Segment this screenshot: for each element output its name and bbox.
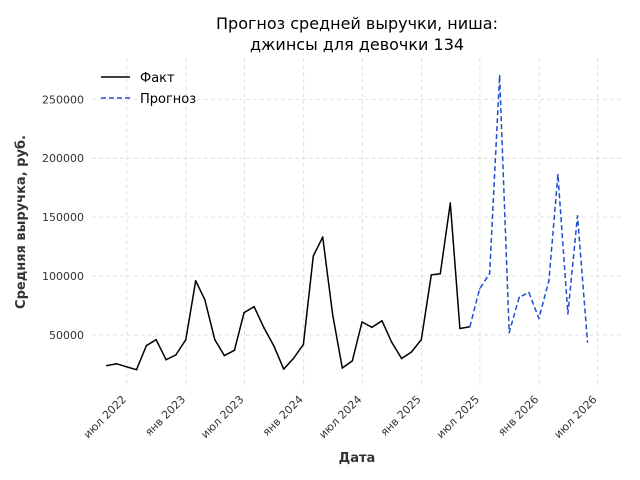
data-point bbox=[165, 358, 167, 361]
legend-forecast-label: Прогноз bbox=[140, 92, 196, 107]
y-tick-label: 200000 bbox=[42, 152, 84, 165]
data-point bbox=[263, 327, 265, 329]
data-point bbox=[282, 368, 285, 370]
data-point bbox=[106, 364, 108, 367]
data-point bbox=[508, 331, 511, 334]
data-point bbox=[420, 338, 423, 341]
data-point bbox=[155, 338, 157, 341]
data-point bbox=[518, 296, 520, 299]
x-tick-label: янв 2024 bbox=[260, 393, 306, 439]
data-point bbox=[390, 341, 393, 343]
data-point bbox=[194, 280, 197, 282]
x-tick-label: янв 2026 bbox=[496, 393, 542, 439]
x-tick-label: янв 2025 bbox=[378, 393, 424, 439]
legend-fact-label: Факт bbox=[140, 71, 175, 86]
data-point bbox=[223, 354, 226, 357]
data-point bbox=[175, 354, 177, 356]
data-point bbox=[321, 236, 324, 238]
data-point bbox=[567, 313, 569, 315]
data-point bbox=[302, 343, 305, 346]
series-line-forecast bbox=[469, 74, 589, 343]
data-point bbox=[586, 341, 589, 343]
data-point bbox=[459, 327, 461, 330]
data-point bbox=[538, 317, 540, 320]
data-point bbox=[253, 305, 255, 308]
grid bbox=[92, 58, 622, 388]
data-point bbox=[381, 320, 383, 322]
x-tick-label: июл 2024 bbox=[316, 393, 364, 441]
y-axis-label: Средняя выручка, руб. bbox=[14, 135, 29, 309]
series-line-fact bbox=[106, 202, 471, 371]
x-tick-label: янв 2023 bbox=[142, 393, 188, 439]
x-tick-label: июл 2026 bbox=[552, 393, 600, 441]
data-point bbox=[576, 215, 579, 217]
data-point bbox=[116, 363, 118, 365]
data-point bbox=[410, 351, 413, 353]
data-point bbox=[430, 274, 433, 276]
data-point bbox=[371, 326, 373, 329]
data-point bbox=[341, 367, 344, 369]
data-point bbox=[135, 368, 138, 371]
data-point bbox=[498, 74, 501, 77]
data-point bbox=[125, 366, 128, 368]
data-point bbox=[272, 344, 275, 347]
data-point bbox=[214, 338, 216, 341]
x-tick-label: июл 2025 bbox=[434, 393, 482, 441]
data-point bbox=[292, 357, 295, 360]
data-point bbox=[243, 311, 245, 314]
data-point bbox=[312, 255, 315, 257]
chart-title-line2: джинсы для девочки 134 bbox=[250, 35, 464, 54]
data-point bbox=[145, 344, 148, 347]
x-axis-label: Дата bbox=[339, 451, 376, 466]
data-point bbox=[204, 298, 206, 301]
data-point bbox=[548, 280, 550, 282]
data-point bbox=[185, 338, 187, 341]
y-tick-label: 100000 bbox=[42, 270, 84, 283]
y-tick-label: 250000 bbox=[42, 93, 84, 106]
legend: Факт Прогноз bbox=[101, 71, 196, 107]
data-point bbox=[557, 173, 559, 176]
tick-labels: 50000 100000 150000 200000 250000 июл 2022 янв… bbox=[42, 93, 600, 441]
x-tick-label: июл 2022 bbox=[81, 393, 129, 441]
data-point bbox=[478, 288, 481, 290]
data-point bbox=[400, 357, 403, 360]
data-point bbox=[439, 272, 442, 275]
data-point bbox=[528, 291, 530, 294]
y-tick-label: 50000 bbox=[49, 329, 84, 342]
data-point bbox=[361, 321, 363, 323]
chart-title-line1: Прогноз средней выручки, ниша: bbox=[216, 14, 498, 33]
x-tick-label: июл 2023 bbox=[198, 393, 246, 441]
data-point bbox=[469, 325, 471, 328]
data-point bbox=[488, 272, 491, 275]
y-tick-label: 150000 bbox=[42, 211, 84, 224]
series-lines bbox=[106, 74, 589, 371]
data-point bbox=[351, 360, 354, 362]
data-point bbox=[449, 202, 452, 204]
data-point bbox=[331, 314, 334, 316]
data-point bbox=[233, 349, 236, 352]
